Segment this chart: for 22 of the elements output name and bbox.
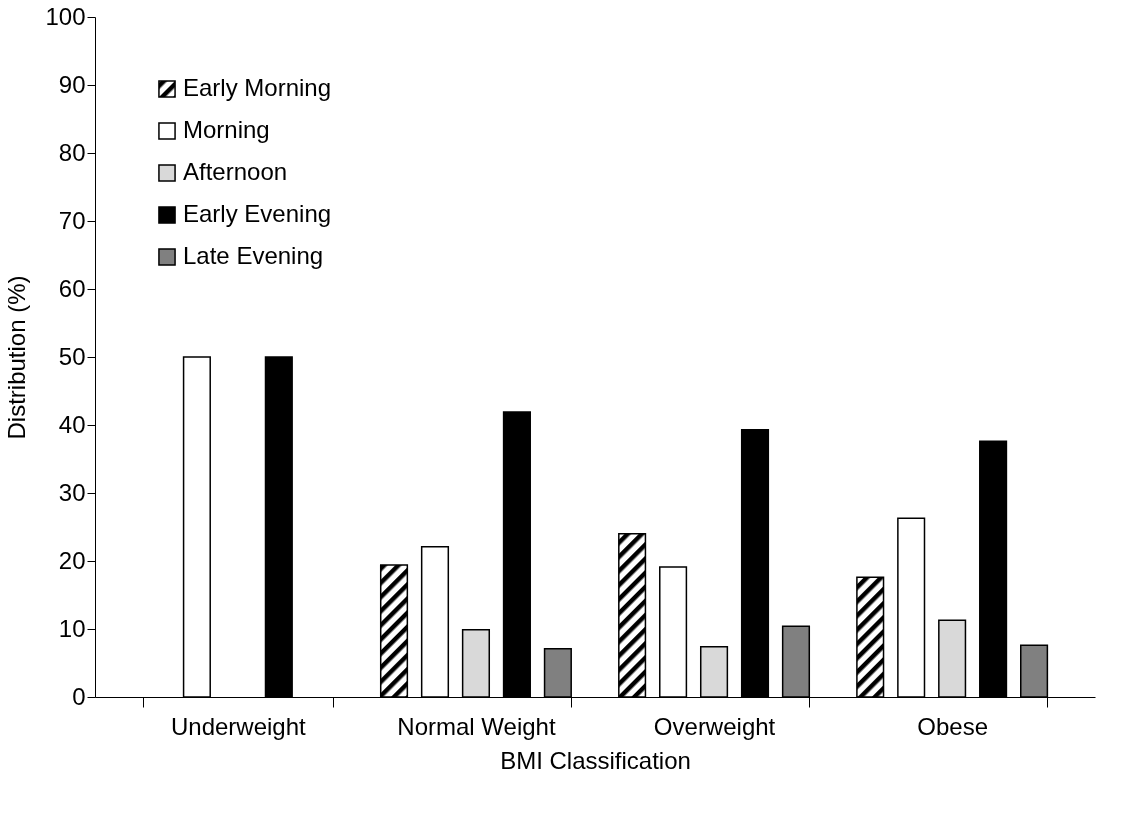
y-tick-label: 90	[58, 70, 86, 98]
y-tick-label: 100	[45, 2, 86, 30]
legend-label: Early Evening	[183, 200, 332, 227]
x-tick-label: Normal Weight	[397, 712, 556, 740]
legend-label: Early Morning	[183, 74, 332, 101]
y-tick-label: 60	[58, 274, 86, 302]
x-axis-title: BMI Classification	[500, 746, 691, 774]
y-tick-label: 80	[58, 138, 86, 166]
x-tick-label: Obese	[917, 712, 988, 740]
y-tick-label: 10	[58, 614, 86, 642]
legend-label: Afternoon	[183, 158, 288, 185]
y-tick-label: 20	[58, 546, 86, 574]
y-tick-label: 50	[58, 342, 86, 370]
x-tick-label: Overweight	[653, 712, 776, 740]
legend-label: Late Evening	[183, 242, 324, 269]
x-tick-label: Underweight	[170, 712, 307, 740]
legend-label: Morning	[183, 116, 270, 143]
y-tick-label: 0	[72, 682, 86, 710]
y-tick-label: 70	[58, 206, 86, 234]
y-tick-label: 30	[58, 478, 86, 506]
y-tick-label: 40	[58, 410, 86, 438]
y-axis-title: Distribution (%)	[3, 275, 31, 440]
